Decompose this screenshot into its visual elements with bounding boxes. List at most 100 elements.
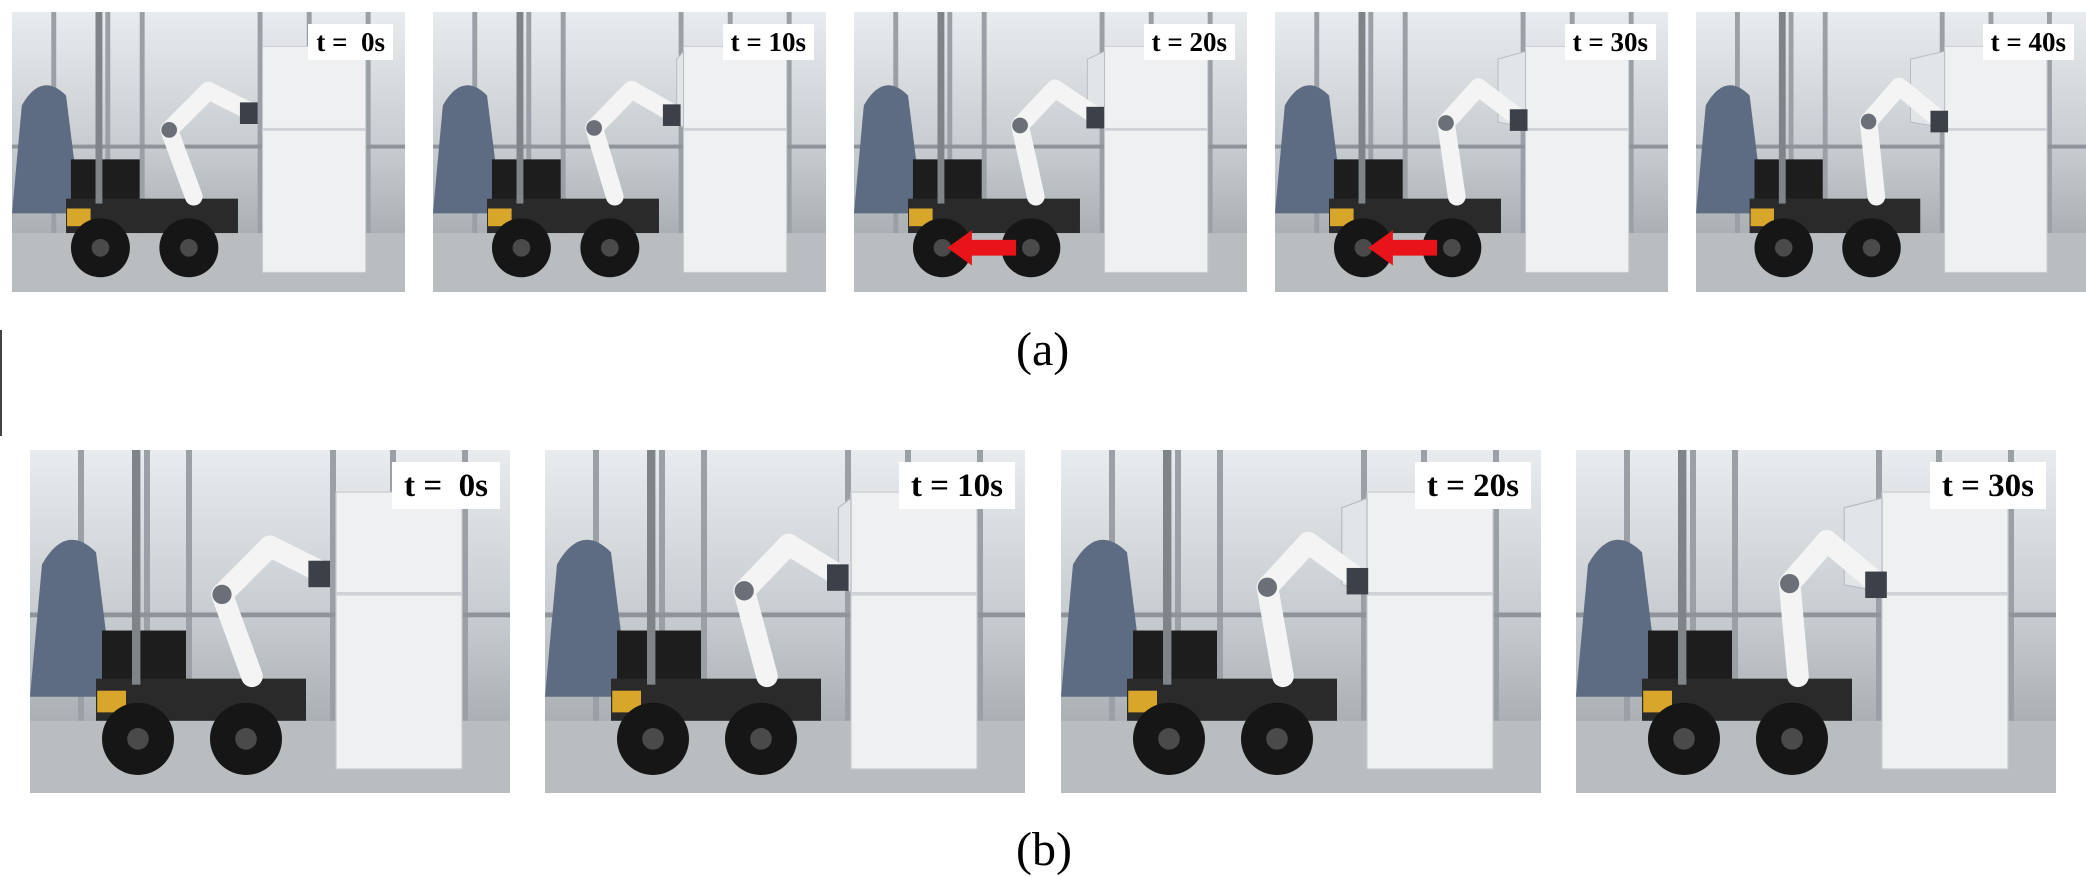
fridge-seam: [1525, 127, 1629, 131]
window-frame: [1788, 12, 1794, 238]
time-label: t = 20s: [1143, 24, 1235, 60]
robot-arm: [1778, 530, 1886, 688]
robot-mast: [95, 12, 103, 204]
gripper: [1865, 571, 1887, 599]
robot-box: [1133, 630, 1217, 685]
wheel-hub: [127, 728, 149, 750]
robot-box: [617, 630, 701, 685]
window-rail: [1061, 612, 1541, 618]
fridge: [1525, 45, 1630, 273]
fridge-seam: [851, 592, 977, 596]
covered-object: [30, 539, 114, 697]
robot-arm: [733, 533, 848, 688]
fridge: [683, 45, 788, 273]
robot-stripe: [909, 208, 933, 227]
gripper: [1509, 109, 1528, 131]
scene-photo: [1061, 450, 1541, 793]
window-rail: [1275, 144, 1668, 149]
window-frame: [1822, 12, 1828, 238]
robot-arm: [585, 80, 680, 206]
wheel-hub: [180, 238, 198, 257]
gripper: [1346, 567, 1369, 595]
covered-object: [12, 85, 81, 214]
window-rail: [12, 144, 405, 149]
motion-arrow: [1368, 230, 1438, 266]
gripper: [1930, 110, 1949, 133]
window-frame: [947, 12, 953, 238]
window-rail: [433, 144, 826, 149]
robot-stripe: [1643, 690, 1672, 713]
window-frame: [186, 450, 192, 727]
caption-a: (a): [1016, 323, 1070, 376]
arm-joint: [212, 584, 232, 605]
window-frame: [1207, 12, 1213, 238]
window-frame: [560, 12, 566, 238]
window-frame: [462, 450, 468, 727]
window-frame: [1217, 450, 1223, 727]
robot-mast: [647, 450, 656, 685]
scene-photo: [1275, 12, 1668, 292]
robot-stripe: [1750, 208, 1774, 227]
robot-box: [491, 159, 561, 204]
fridge-seam: [262, 127, 366, 131]
frame-a1: t = 0s: [12, 12, 405, 292]
wheel-hub: [1862, 238, 1881, 257]
window-frame: [1690, 450, 1696, 727]
motion-arrow: [947, 230, 1017, 266]
gripper: [308, 560, 330, 588]
caption-b: (b): [1016, 823, 1072, 876]
fridge-seam: [1367, 592, 1493, 596]
window-frame: [105, 12, 111, 238]
time-label: t = 20s: [1414, 462, 1531, 509]
frame-b2: t = 10s: [545, 450, 1025, 793]
window-frame: [1732, 450, 1738, 727]
window-frame: [257, 12, 263, 238]
frame-a2: t = 10s: [433, 12, 826, 292]
wheel-hub: [601, 238, 619, 257]
robot-mast: [516, 12, 524, 204]
window-frame: [977, 450, 983, 727]
window-rail: [1576, 612, 2056, 618]
gripper: [1086, 106, 1105, 129]
fridge-seam: [336, 592, 462, 596]
fridge: [1944, 45, 2048, 273]
robot-arm: [211, 535, 329, 688]
time-label: t = 0s: [308, 24, 393, 60]
arm-joint: [1438, 115, 1454, 131]
covered-object: [1696, 85, 1765, 214]
window-frame: [1368, 12, 1374, 238]
robot-stripe: [97, 690, 126, 713]
frame-b4: t = 30s: [1576, 450, 2056, 793]
window-frame: [144, 450, 150, 727]
arm-joint: [161, 122, 178, 138]
gripper: [239, 102, 258, 124]
time-label: t = 30s: [1929, 462, 2046, 509]
robot-stripe: [1128, 690, 1157, 713]
robot-arm: [1859, 77, 1948, 206]
robot-arm: [1256, 531, 1367, 688]
arm-joint: [1780, 573, 1800, 594]
robot-box: [70, 159, 140, 204]
window-frame: [1493, 450, 1499, 727]
frame-b3: t = 20s: [1061, 450, 1541, 793]
robot-box: [102, 630, 186, 685]
covered-object: [1275, 85, 1344, 214]
wheel-hub: [1781, 728, 1803, 750]
wheel-hub: [933, 238, 952, 257]
window-rail: [30, 612, 510, 618]
robot-box: [1333, 159, 1403, 204]
robot-mast: [937, 12, 945, 204]
scene-photo: [854, 12, 1247, 292]
frame-a4: t = 30s: [1275, 12, 1668, 292]
window-frame: [1175, 450, 1181, 727]
wheel-hub: [512, 238, 531, 257]
fridge-seam: [1944, 127, 2047, 131]
arm-joint: [1257, 577, 1277, 597]
window-frame: [1402, 12, 1408, 238]
fridge: [335, 491, 463, 770]
wheel-hub: [1443, 238, 1461, 257]
scene-photo: [30, 450, 510, 793]
robot-stripe: [488, 208, 512, 227]
window-frame: [981, 12, 987, 238]
gripper: [662, 104, 681, 126]
